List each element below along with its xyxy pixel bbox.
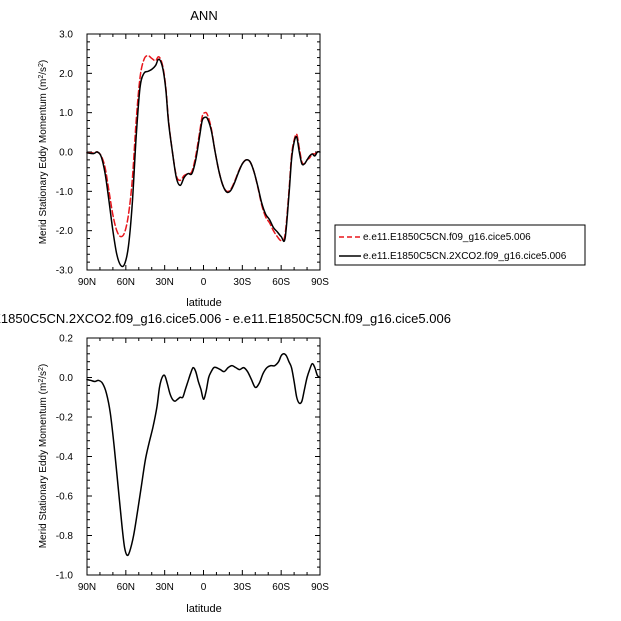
bottom-chart-xlabel: latitude <box>186 603 221 615</box>
bottom-chart-ytick-label: -0.2 <box>56 413 74 424</box>
bottom-chart-ytick-label: 0.0 <box>59 373 73 384</box>
bottom-chart-ytick-label: -0.4 <box>56 452 74 463</box>
bottom-chart-ytick-label: -0.6 <box>56 492 74 503</box>
bottom-chart-ylabel-unit-close: /s <box>38 371 49 379</box>
top-chart-ylabel-text: Merid Stationary Eddy Momentum (m <box>38 79 49 245</box>
bottom-chart-xtick-label: 90S <box>311 582 329 593</box>
top-chart-ytick-label: -3.0 <box>56 266 74 277</box>
top-chart-ytick-label: 0.0 <box>59 148 73 159</box>
top-chart-xtick-label: 60S <box>272 277 290 288</box>
bottom-chart-ylabel: Merid Stationary Eddy Momentum (m2/s2) <box>38 364 49 549</box>
top-chart-ytick-label: 2.0 <box>59 69 73 80</box>
top-chart-ylabel-unit-close: /s <box>38 67 49 75</box>
bottom-chart-ylabel-paren: ) <box>38 364 49 367</box>
top-chart-frame <box>86 33 321 271</box>
bottom-chart-ylabel-sup1: 2 <box>38 379 45 383</box>
top-chart-lines <box>86 54 321 268</box>
top-chart-title: ANN <box>190 8 217 23</box>
legend-label-control: e.e11.E1850C5CN.f09_g16.cice5.006 <box>363 232 531 243</box>
top-chart-xtick-label: 90N <box>78 277 96 288</box>
top-chart-xlabel: latitude <box>186 297 221 309</box>
bottom-chart-ylabel-text: Merid Stationary Eddy Momentum (m <box>38 383 49 549</box>
bottom-chart-ylabel-sup2: 2 <box>38 367 45 371</box>
bottom-chart-ytick-label: -0.8 <box>56 531 74 542</box>
top-chart-ylabel-paren: ) <box>38 60 49 63</box>
bottom-chart-xtick-label: 30N <box>155 582 173 593</box>
top-chart-xtick-label: 60N <box>117 277 135 288</box>
top-chart-series-line-1 <box>86 54 321 242</box>
top-chart-xtick-label: 0 <box>201 277 207 288</box>
top-chart-ytick-label: -1.0 <box>56 187 74 198</box>
bottom-chart-title: e.e11.E1850C5CN.2XCO2.f09_g16.cice5.006 … <box>0 311 451 326</box>
top-chart-axes: 90N 60N 30N 0 30S 60S 90S 3.0 2.0 1.0 0.0 -1.0 -2.0 -… <box>56 30 329 289</box>
legend-box <box>334 224 586 266</box>
top-chart-ylabel-sup2: 2 <box>38 63 45 67</box>
top-chart-ylabel-sup1: 2 <box>38 75 45 79</box>
bottom-chart-xtick-label: 60N <box>117 582 135 593</box>
legend-label-2xco2: e.e11.E1850C5CN.2XCO2.f09_g16.cice5.006 <box>363 251 567 262</box>
bottom-chart-ytick-label: 0.2 <box>59 334 73 345</box>
top-chart-xtick-label: 30N <box>155 277 173 288</box>
bottom-chart-frame <box>86 337 321 576</box>
bottom-chart-xtick-label: 30S <box>233 582 251 593</box>
top-chart-series-line-2 <box>86 58 321 268</box>
top-chart-panel: ANN 90N 60N 30N 0 30S 60S 90S 3.0 2.0 1.0 0.0 -1.0 -… <box>38 8 329 309</box>
top-chart-ytick-label: 3.0 <box>59 30 73 41</box>
bottom-chart-xtick-label: 90N <box>78 582 96 593</box>
bottom-chart-xtick-label: 60S <box>272 582 290 593</box>
bottom-chart-lines <box>86 353 321 557</box>
bottom-chart-ytick-label: -1.0 <box>56 571 74 582</box>
top-chart-ytick-label: -2.0 <box>56 226 74 237</box>
bottom-chart-panel: e.e11.E1850C5CN.2XCO2.f09_g16.cice5.006 … <box>0 311 451 615</box>
bottom-chart-xtick-label: 0 <box>201 582 207 593</box>
bottom-chart-axes: 90N 60N 30N 0 30S 60S 90S 0.2 0.0 -0.2 -0.4 -0.6 -0.… <box>56 334 329 594</box>
top-chart-legend: e.e11.E1850C5CN.f09_g16.cice5.006 e.e11.… <box>334 224 586 266</box>
top-chart-ylabel: Merid Stationary Eddy Momentum (m2/s2) <box>38 60 49 245</box>
top-chart-xtick-label: 30S <box>233 277 251 288</box>
bottom-chart-series-line-1 <box>86 353 321 557</box>
top-chart-xtick-label: 90S <box>311 277 329 288</box>
top-chart-ytick-label: 1.0 <box>59 108 73 119</box>
